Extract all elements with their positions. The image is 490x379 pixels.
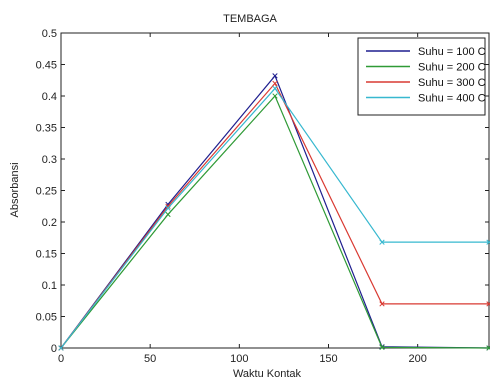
- point-marker-stroke: [379, 301, 385, 307]
- series-4-point-2: [165, 205, 171, 211]
- x-tick-label: 100: [230, 353, 248, 365]
- series-4-point-1: [58, 345, 64, 351]
- series-2-point-5: [486, 345, 490, 351]
- y-axis-label: Absorbansi: [9, 162, 21, 217]
- legend: Suhu = 100 C Suhu = 200 C Suhu = 300 C Suhu…: [357, 37, 486, 116]
- y-tick-label: 0: [51, 343, 57, 355]
- y-tick-label: 0.15: [36, 249, 57, 261]
- point-marker-stroke: [379, 239, 385, 245]
- series-4-point-4: [379, 239, 385, 245]
- x-tick-label: 200: [408, 353, 426, 365]
- series-2-point-3: [272, 93, 278, 99]
- series-4-point-3: [272, 85, 278, 92]
- series-4-point-5: [486, 239, 490, 245]
- y-tick-label: 0.45: [36, 60, 57, 72]
- point-marker-stroke: [165, 203, 171, 209]
- point-marker-stroke: [165, 211, 171, 218]
- series-3-point-2: [165, 203, 171, 209]
- legend-label-1: Suhu = 100 C: [418, 46, 486, 58]
- y-tick-label: 0.1: [42, 280, 57, 292]
- series-3-point-3: [272, 80, 278, 87]
- point-marker-stroke: [486, 346, 490, 351]
- point-marker-stroke: [272, 85, 278, 92]
- legend-label-3: Suhu = 300 C: [418, 77, 486, 89]
- legend-label-4: Suhu = 400 C: [418, 93, 486, 105]
- x-tick-label: 150: [319, 353, 337, 365]
- y-tick-label: 0.4: [42, 91, 57, 103]
- legend-label-2: Suhu = 200 C: [418, 62, 486, 74]
- point-marker-stroke: [272, 73, 278, 79]
- point-marker-stroke: [486, 302, 490, 307]
- y-tick-label: 0.25: [36, 186, 57, 198]
- series-1-point-3: [272, 73, 278, 79]
- point-marker-stroke: [272, 80, 278, 87]
- point-marker-stroke: [379, 344, 385, 351]
- point-marker-stroke: [58, 345, 64, 351]
- series-3-point-5: [486, 301, 490, 307]
- y-tick-label: 0.5: [42, 28, 57, 40]
- point-marker-stroke: [272, 93, 278, 99]
- point-marker-stroke: [165, 205, 171, 211]
- y-tick-label: 0.2: [42, 217, 57, 229]
- x-tick-label: 50: [144, 353, 156, 365]
- y-tick-label: 0.05: [36, 312, 57, 324]
- point-marker-stroke: [165, 201, 171, 208]
- series-2-point-2: [165, 211, 171, 218]
- y-tick-label: 0.35: [36, 123, 57, 135]
- x-axis-label: Waktu Kontak: [233, 368, 302, 379]
- point-marker-stroke: [486, 240, 490, 245]
- series-3-point-4: [379, 301, 385, 307]
- series-2-point-4: [379, 344, 385, 351]
- x-tick-label: 0: [58, 353, 64, 365]
- y-tick-label: 0.3: [42, 154, 57, 166]
- chart-title: TEMBAGA: [223, 13, 277, 25]
